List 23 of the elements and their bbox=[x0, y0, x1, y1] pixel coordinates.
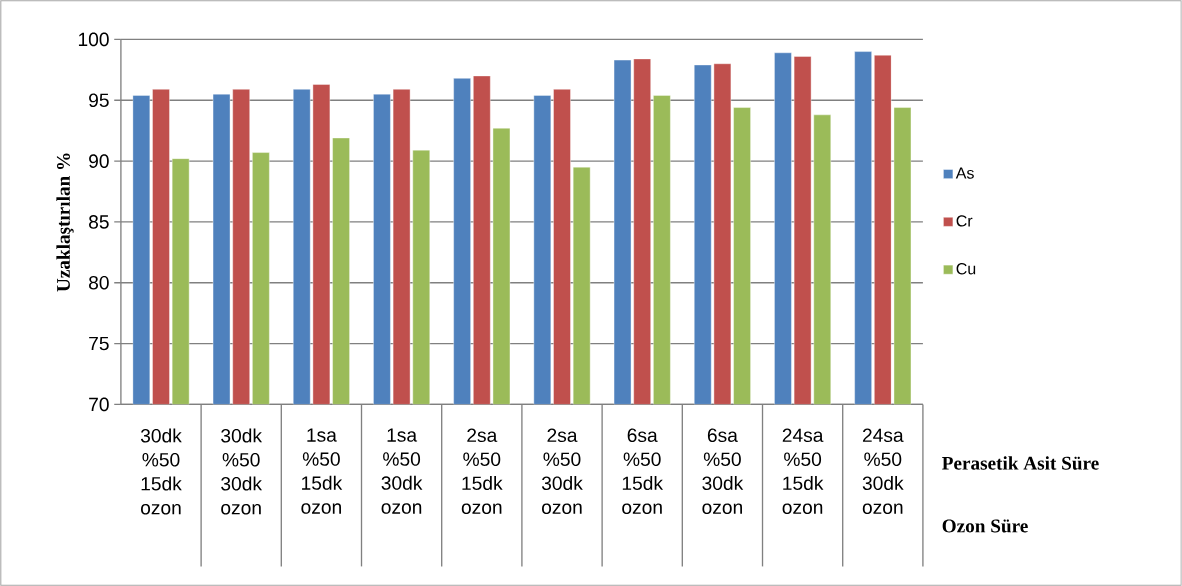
y-tick-label: 70 bbox=[89, 397, 109, 412]
x-tick-label: 2sa %50 30dk ozon bbox=[541, 428, 583, 515]
x-tick-label: 6sa %50 30dk ozon bbox=[702, 428, 744, 515]
y-axis-title: Uzaklaştırılan % bbox=[56, 153, 74, 292]
x-tick-label: 30dk %50 30dk ozon bbox=[221, 428, 263, 515]
y-tick-label: 95 bbox=[89, 93, 109, 108]
x-tick-label: 1sa %50 15dk ozon bbox=[301, 428, 343, 514]
y-tick-label: 80 bbox=[89, 275, 109, 290]
legend-label: Cr bbox=[956, 215, 973, 227]
y-tick-label: 100 bbox=[78, 32, 109, 47]
y-tick-label: 75 bbox=[89, 336, 109, 351]
x-tick-label: 24sa %50 15dk ozon bbox=[782, 428, 824, 515]
text: Perasetik Asit Süre bbox=[942, 456, 1099, 470]
x-tick-label: 2sa %50 15dk ozon bbox=[461, 428, 503, 515]
y-tick-label: 90 bbox=[89, 154, 109, 168]
x-tick-label: 24sa %50 30dk ozon bbox=[862, 428, 904, 515]
y-tick-label: 85 bbox=[89, 215, 109, 229]
x-tick-label: 6sa %50 15dk ozon bbox=[622, 428, 664, 515]
x-tick-label: 1sa %50 30dk ozon bbox=[381, 428, 423, 514]
legend-label: Cu bbox=[956, 263, 976, 275]
legend-label: As bbox=[955, 167, 974, 179]
text: Ozon Süre bbox=[942, 519, 1028, 533]
x-tick-label: 30dk %50 15dk ozon bbox=[140, 428, 182, 515]
